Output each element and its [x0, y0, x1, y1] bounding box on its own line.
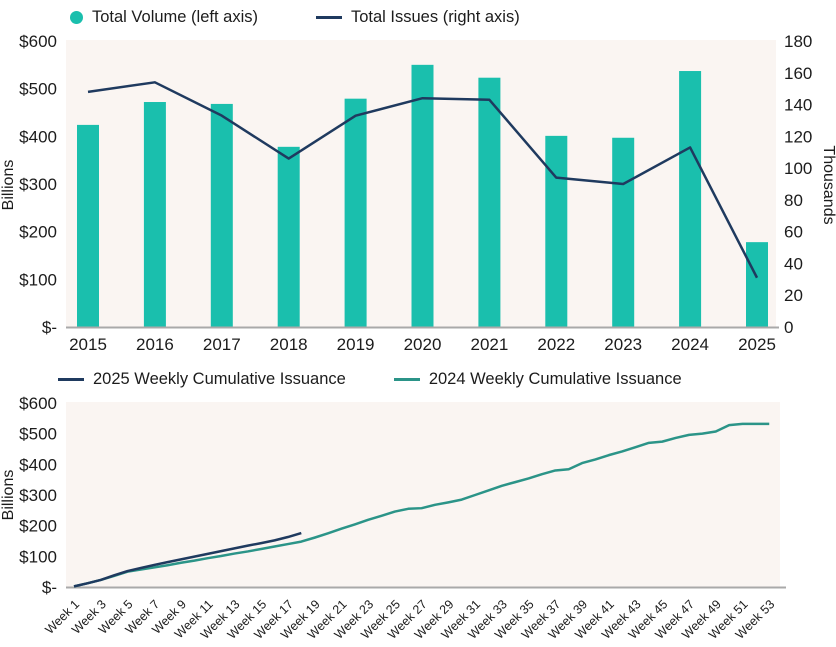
right-axis-tick-label: 20 [784, 286, 803, 305]
legend-label-2024-weekly: 2024 Weekly Cumulative Issuance [428, 370, 682, 388]
legend-item-total-issues: Total Issues (right axis) [315, 8, 520, 27]
weekly-2024-line [73, 422, 770, 588]
weekly-2025-line [73, 531, 302, 588]
year-tick-label: 2020 [404, 335, 442, 354]
left-axis-tick-label: $500 [19, 425, 57, 444]
right-axis-tick-label: 40 [784, 254, 803, 273]
total-volume-bar [679, 71, 702, 327]
combo-chart-canvas: $600 $500 $400 $300 $200 $100 $- 180 160 140 120 10… [0, 32, 836, 354]
total-volume-bar [478, 77, 501, 327]
year-tick-label: 2015 [69, 335, 107, 354]
right-axis-tick-label: 120 [784, 127, 812, 146]
year-tick-label: 2016 [136, 335, 174, 354]
legend-item-2025-weekly: 2025 Weekly Cumulative Issuance [58, 370, 346, 389]
left-axis-tick-label: $300 [19, 486, 57, 505]
year-tick-label: 2025 [738, 335, 776, 354]
legend-label-total-volume: Total Volume (left axis) [92, 8, 258, 26]
left-axis-tick-label: $- [42, 318, 57, 337]
year-tick-label: 2017 [203, 335, 241, 354]
plot-area [66, 402, 780, 587]
legend-label-2025-weekly: 2025 Weekly Cumulative Issuance [93, 370, 346, 388]
right-axis-title: Thousands [820, 145, 836, 224]
year-tick-label: 2022 [537, 335, 575, 354]
year-tick-label: 2018 [270, 335, 308, 354]
right-axis-tick-label: 100 [784, 159, 812, 178]
left-axis-tick-label: $100 [19, 270, 57, 289]
right-axis-tick-label: 160 [784, 64, 812, 83]
legend-label-total-issues: Total Issues (right axis) [350, 8, 520, 26]
left-axis-tick-label: $200 [19, 517, 57, 536]
total-issues-marker-icon [315, 16, 342, 19]
total-volume-marker-icon [70, 11, 83, 24]
weekly-2024-marker-icon [393, 378, 420, 381]
left-axis-tick-label: $400 [19, 127, 57, 146]
total-volume-bar [344, 98, 367, 327]
legend-item-total-volume: Total Volume (left axis) [70, 8, 258, 27]
right-axis-tick-label: 80 [784, 191, 803, 210]
right-axis-tick-label: 0 [784, 318, 793, 337]
left-axis-tick-label: $- [42, 578, 57, 597]
left-axis-tick-label: $600 [19, 396, 57, 413]
total-volume-bar [143, 102, 166, 327]
volume-issues-combo-chart: Total Volume (left axis) Total Issues (r… [0, 8, 836, 354]
left-axis-title: Billions [0, 470, 17, 521]
total-volume-bar [612, 137, 635, 327]
total-volume-bar [746, 242, 768, 327]
right-axis-tick-label: 140 [784, 96, 812, 115]
left-axis-tick-label: $300 [19, 175, 57, 194]
total-issues-line [87, 81, 759, 279]
total-volume-bar [411, 64, 434, 328]
left-axis-tick-label: $500 [19, 80, 57, 99]
total-volume-bar [210, 103, 233, 327]
legend-item-2024-weekly: 2024 Weekly Cumulative Issuance [393, 370, 682, 389]
weekly-cumulative-chart: 2025 Weekly Cumulative Issuance 2024 Wee… [0, 360, 836, 647]
weekly-2025-marker-icon [58, 378, 84, 381]
year-tick-label: 2021 [470, 335, 508, 354]
total-volume-bar [77, 124, 99, 327]
weekly-chart-legend: 2025 Weekly Cumulative Issuance 2024 Wee… [58, 370, 682, 389]
left-axis-title: Billions [0, 160, 17, 211]
total-volume-bar [277, 146, 300, 327]
right-axis-tick-label: 180 [784, 32, 812, 51]
left-axis-tick-label: $400 [19, 455, 57, 474]
right-axis-tick-label: 60 [784, 223, 803, 242]
total-volume-bar [545, 135, 568, 327]
left-axis-tick-label: $600 [19, 32, 57, 51]
combo-chart-legend: Total Volume (left axis) Total Issues (r… [70, 8, 520, 27]
left-axis-tick-label: $100 [19, 547, 57, 566]
left-axis-tick-label: $200 [19, 223, 57, 242]
year-tick-label: 2023 [604, 335, 642, 354]
year-tick-label: 2024 [671, 335, 709, 354]
year-tick-label: 2019 [337, 335, 375, 354]
